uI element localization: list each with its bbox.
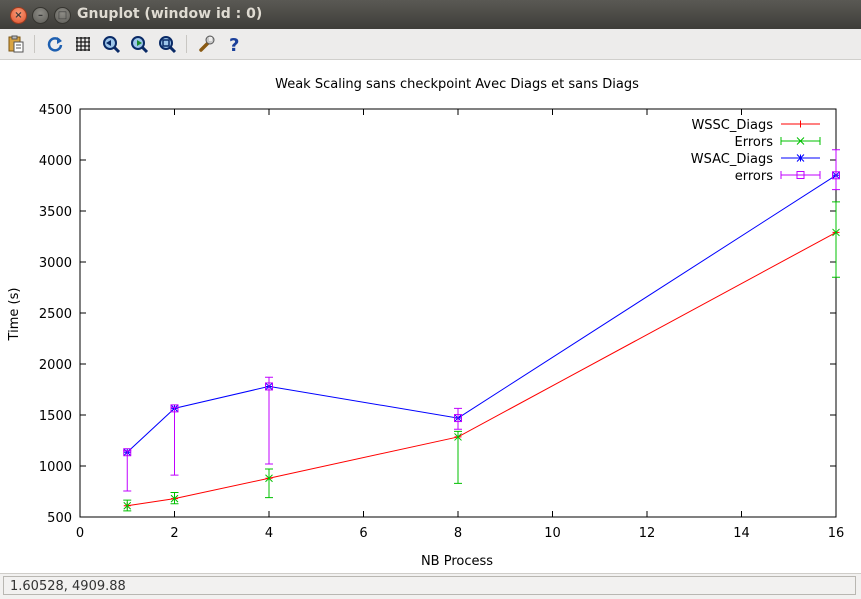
y-tick-label: 1500 (39, 409, 72, 424)
data-point (265, 382, 273, 391)
data-point (265, 474, 273, 483)
grid-icon (76, 37, 90, 51)
y-tick-label: 1000 (39, 460, 72, 475)
y-tick-label: 3500 (39, 205, 72, 220)
replot-button[interactable] (45, 34, 65, 54)
settings-icon (199, 35, 215, 52)
legend-label: WSSC_Diags (691, 118, 773, 133)
data-point (123, 501, 132, 510)
help-icon: ? (229, 35, 239, 54)
y-tick-label: 3000 (39, 256, 72, 271)
chart-title: Weak Scaling sans checkpoint Avec Diags … (275, 77, 639, 92)
settings-button[interactable] (197, 34, 217, 54)
x-tick-label: 0 (76, 526, 84, 541)
minimize-window-button[interactable]: – (32, 7, 49, 24)
status-bar: 1.60528, 4909.88 (0, 573, 861, 599)
y-tick-label: 2500 (39, 307, 72, 322)
data-point (170, 494, 179, 503)
x-tick-label: 14 (733, 526, 750, 541)
legend-errorbar (780, 171, 821, 179)
toolbar: ? (0, 29, 861, 60)
copy-clipboard-button[interactable] (6, 34, 26, 54)
autoscale-icon (159, 36, 177, 54)
data-point (170, 404, 179, 413)
window-title: Gnuplot (window id : 0) (77, 6, 263, 22)
legend-label: Errors (735, 135, 774, 150)
zoom-next-button[interactable] (129, 34, 149, 54)
x-tick-label: 8 (454, 526, 462, 541)
series-line (126, 174, 837, 453)
window-titlebar[interactable]: × – □ Gnuplot (window id : 0) (0, 0, 861, 30)
toolbar-separator (34, 35, 35, 53)
error-bar (832, 149, 840, 191)
grid-button[interactable] (73, 34, 93, 54)
plot-area[interactable]: Weak Scaling sans checkpoint Avec Diags … (0, 60, 861, 573)
maximize-window-button[interactable]: □ (54, 7, 71, 24)
series-3 (123, 149, 840, 492)
series-1 (123, 201, 840, 512)
toolbar-separator (186, 35, 187, 53)
x-axis-label: NB Process (421, 554, 493, 569)
y-tick-label: 4000 (39, 154, 72, 169)
error-bar (265, 376, 273, 465)
cursor-coordinates: 1.60528, 4909.88 (3, 576, 856, 595)
data-point (832, 171, 840, 180)
copy-clipboard-icon (8, 35, 24, 53)
zoom-previous-icon (103, 36, 121, 54)
data-point (796, 154, 805, 162)
zoom-next-icon (131, 36, 149, 54)
data-point (796, 171, 805, 179)
x-tick-label: 2 (170, 526, 178, 541)
data-point (454, 414, 462, 423)
error-bar (832, 201, 840, 278)
series-line (127, 231, 837, 507)
data-point (454, 433, 462, 441)
x-tick-label: 10 (544, 526, 561, 541)
data-point (797, 120, 804, 128)
x-tick-label: 12 (639, 526, 656, 541)
y-tick-label: 2000 (39, 358, 72, 373)
autoscale-button[interactable] (157, 34, 177, 54)
x-tick-label: 4 (265, 526, 273, 541)
error-bar (454, 430, 462, 484)
legend-label: errors (735, 169, 773, 184)
error-bar (170, 406, 179, 476)
help-button[interactable]: ? (225, 34, 245, 54)
chart: Weak Scaling sans checkpoint Avec Diags … (7, 77, 845, 569)
zoom-previous-button[interactable] (101, 34, 121, 54)
data-point (832, 228, 840, 237)
x-tick-label: 16 (828, 526, 845, 541)
error-bar (265, 468, 273, 499)
data-point (123, 448, 132, 457)
svg-text:?: ? (229, 35, 239, 54)
series-0 (123, 228, 840, 510)
y-tick-label: 4500 (39, 103, 72, 118)
data-point (796, 137, 805, 145)
y-tick-label: 500 (47, 511, 72, 526)
close-window-button[interactable]: × (10, 7, 27, 24)
replot-icon (47, 37, 63, 52)
y-axis-label: Time (s) (7, 288, 22, 342)
error-bar (123, 450, 132, 492)
legend-label: WSAC_Diags (691, 152, 773, 167)
series-2 (123, 171, 840, 457)
x-tick-label: 6 (359, 526, 367, 541)
error-bar (454, 407, 462, 430)
